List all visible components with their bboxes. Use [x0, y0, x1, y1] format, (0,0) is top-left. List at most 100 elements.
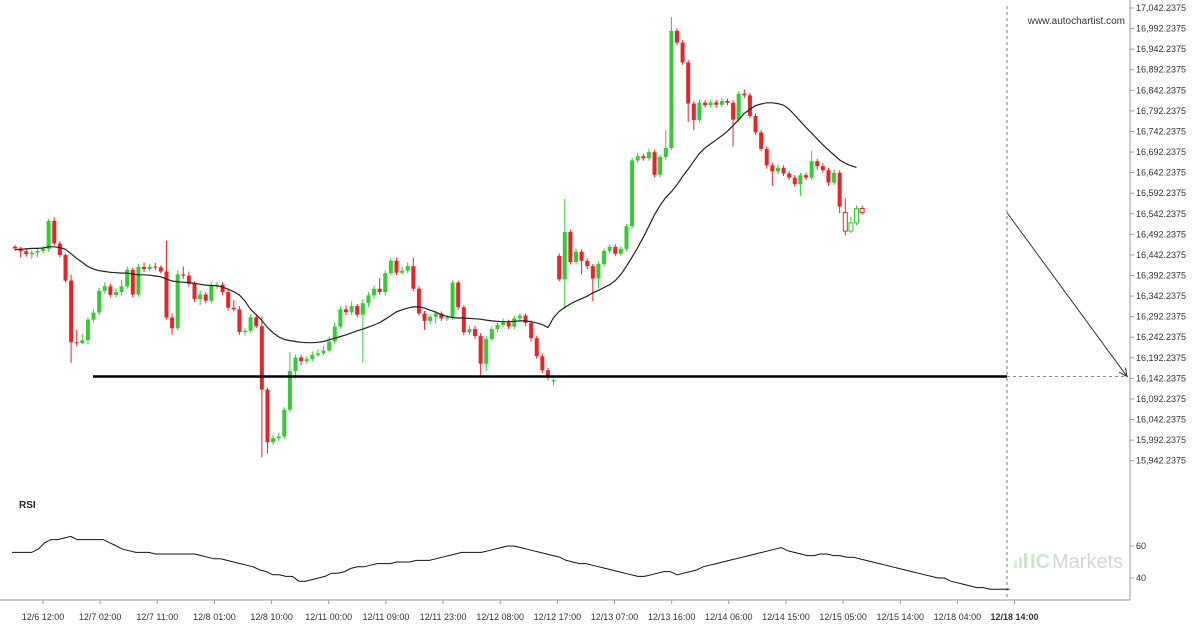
candle-body [85, 319, 90, 341]
candle [775, 164, 780, 175]
candle [669, 17, 674, 151]
price-tick-label: 16,542.2375 [1136, 209, 1186, 219]
candle-body [725, 101, 730, 103]
candle [383, 270, 388, 295]
candle-body [299, 357, 304, 362]
candle-body [46, 220, 51, 249]
candle [545, 367, 550, 381]
rsi-tick-label: 40 [1136, 573, 1146, 583]
price-tick-label: 16,642.2375 [1136, 168, 1186, 178]
time-tick-label: 12/7 02:00 [79, 612, 122, 622]
candle [731, 100, 736, 147]
candle-body [343, 309, 348, 313]
candle-body [848, 222, 854, 232]
candle [366, 292, 371, 308]
candle-body [742, 93, 747, 96]
ma-line [14, 102, 857, 344]
candle-body [534, 338, 539, 357]
candle [815, 158, 820, 170]
candle-body [596, 264, 601, 279]
price-tick-label: 16,442.2375 [1136, 250, 1186, 260]
candle [697, 99, 702, 123]
candle-body [624, 226, 629, 249]
candle-body [641, 156, 646, 159]
rsi-tick-label: 60 [1136, 541, 1146, 551]
candle [321, 345, 326, 356]
candle [226, 289, 231, 311]
candle-body [747, 95, 752, 116]
price-tick-label: 16,692.2375 [1136, 147, 1186, 157]
price-tick-label: 17,042.2375 [1136, 3, 1186, 13]
candle-body [310, 355, 315, 360]
candle [254, 315, 259, 329]
candle [742, 89, 747, 99]
candle [422, 311, 427, 330]
forecast-arrow [1006, 212, 1128, 377]
candle-body [703, 102, 708, 106]
candle-body [136, 266, 141, 295]
candle [74, 329, 79, 347]
candle-body [276, 436, 281, 439]
candle [175, 270, 180, 330]
time-tick-label: 12/11 00:00 [305, 612, 352, 622]
candle [332, 322, 337, 345]
candle [618, 246, 623, 257]
candle-body [529, 322, 534, 339]
candle [714, 99, 719, 108]
candle-body [753, 115, 758, 133]
candle-body [52, 220, 57, 244]
candle [859, 205, 865, 215]
candle-body [315, 353, 320, 356]
candle-body [523, 315, 528, 323]
candle [80, 334, 85, 345]
candle-body [809, 161, 814, 178]
candle-body [113, 292, 118, 295]
candle [158, 265, 163, 274]
candle-body [680, 42, 685, 63]
time-tick-label: 12/8 01:00 [193, 612, 236, 622]
candle [85, 317, 90, 345]
candle-body [804, 175, 809, 178]
candle [501, 318, 506, 328]
candle [377, 278, 382, 295]
candle [467, 325, 472, 335]
candle-body [282, 409, 287, 437]
candle [349, 301, 354, 316]
candle [57, 241, 62, 258]
candle-body [832, 172, 837, 183]
candle [585, 258, 590, 270]
candle [781, 165, 786, 177]
time-tick-label: 12/6 12:00 [22, 612, 65, 622]
candle [792, 175, 797, 187]
candle-body [360, 303, 365, 315]
time-tick-label: 12/13 16:00 [648, 612, 696, 622]
candle-body [203, 294, 208, 301]
candle-body [787, 173, 792, 178]
candle [652, 149, 657, 178]
time-tick-label: 12/15 05:00 [819, 612, 867, 622]
candle [798, 172, 803, 196]
candle [832, 169, 837, 186]
price-axis: 17,042.2375 16,992.2375 16,942.2375 16,892.… [0, 0, 1186, 601]
candle [13, 244, 17, 251]
candle-body [327, 341, 332, 351]
candle [551, 378, 556, 386]
candle [703, 100, 708, 108]
candle-body [652, 152, 657, 175]
candle-body [265, 389, 270, 443]
candle [29, 250, 34, 259]
time-tick-label: 12/13 07:00 [591, 612, 639, 622]
candle-body [355, 306, 360, 315]
candle [478, 333, 483, 376]
candle [456, 280, 461, 310]
candle [753, 113, 758, 135]
candle-body [248, 317, 253, 331]
candle [630, 157, 635, 229]
candle [97, 287, 102, 316]
candle [248, 314, 253, 333]
candle [512, 315, 517, 330]
candle [394, 257, 399, 276]
candle-body [781, 167, 786, 174]
candle [495, 322, 500, 333]
